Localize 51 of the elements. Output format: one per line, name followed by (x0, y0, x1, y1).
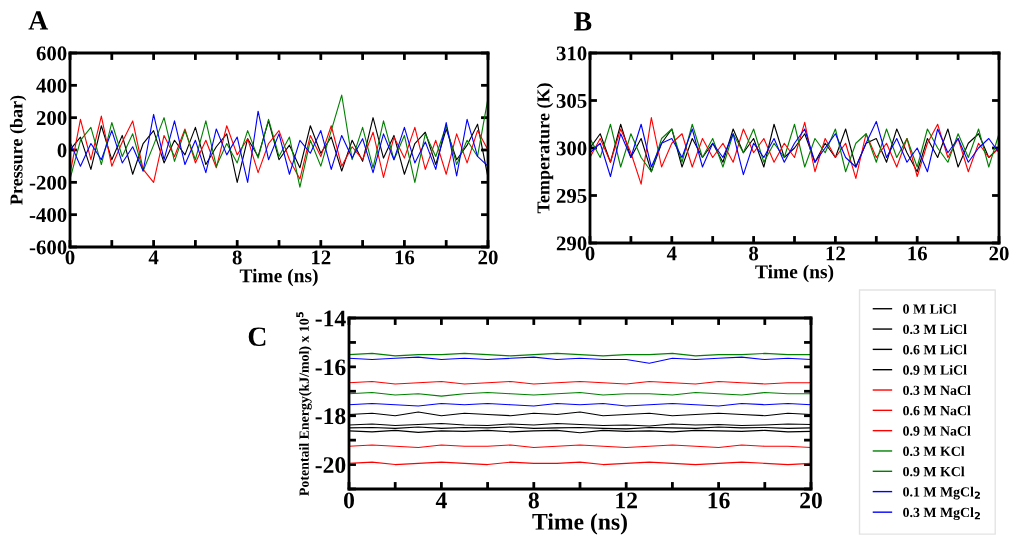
y-tick-label: -400 (29, 208, 67, 223)
legend-label: 0.3 M LiCl (903, 324, 967, 335)
legend-label: 0.3 M KCl (903, 446, 965, 457)
y-tick-label: -200 (29, 175, 67, 190)
y-tick-label: 200 (36, 111, 67, 126)
y-tick-label: 0 (57, 143, 67, 158)
y-axis-title: Temperature (K) (536, 83, 554, 214)
legend-label: 0.9 M NaCl (903, 425, 971, 436)
legend-label: 0 M LiCl (903, 303, 957, 314)
legend-label: 0.9 M LiCl (903, 364, 967, 375)
y-tick-label: -14 (315, 310, 346, 327)
x-tick-label: 4 (435, 492, 447, 509)
x-tick-label: 8 (232, 250, 242, 265)
x-axis-title: Time (ns) (532, 513, 627, 535)
y-tick-label: -20 (315, 457, 346, 473)
y-tick-label: -600 (29, 240, 67, 255)
legend-label: 0.9 M KCl (903, 466, 965, 477)
y-tick-label: -18 (315, 408, 346, 425)
x-tick-label: 20 (989, 246, 1009, 261)
x-axis-title: Time (ns) (239, 268, 318, 287)
y-tick-label: 310 (556, 46, 587, 61)
legend-label: 0.3 M NaCl (903, 385, 971, 396)
text: A (28, 11, 49, 30)
y-tick-label: 290 (556, 236, 587, 251)
x-tick-label: 4 (148, 250, 159, 265)
x-tick-label: 12 (312, 250, 331, 265)
y-tick-label: 295 (556, 188, 587, 203)
x-tick-label: 16 (395, 250, 415, 265)
x-tick-label: 20 (800, 492, 822, 509)
legend-label: 0.6 M NaCl (903, 405, 971, 416)
y-tick-label: 305 (556, 93, 587, 108)
legend-label: 0.3 M MgCl$_{2}$ (903, 507, 980, 521)
y-tick-label: 400 (36, 78, 67, 93)
y-axis-title: Potentail Energy(kJ/mol) x 10$^{5}$ (296, 312, 312, 496)
x-tick-label: 8 (749, 246, 759, 261)
text: B (574, 12, 592, 31)
y-tick-label: -16 (315, 359, 346, 376)
x-tick-label: 16 (908, 246, 928, 261)
y-tick-label: 300 (556, 141, 587, 156)
x-tick-label: 8 (528, 492, 539, 509)
y-tick-label: 600 (36, 46, 67, 61)
x-axis-title: Time (ns) (755, 264, 834, 283)
x-tick-label: 4 (666, 246, 677, 261)
y-axis-title: Pressure (bar) (9, 95, 27, 205)
legend-label: 0.6 M LiCl (903, 344, 967, 355)
x-tick-label: 20 (478, 250, 498, 265)
x-tick-label: 12 (826, 246, 845, 261)
x-tick-label: 12 (616, 492, 637, 509)
text: C (248, 327, 266, 347)
legend-label: 0.1 M MgCl$_{2}$ (903, 486, 980, 500)
x-tick-label: 16 (708, 492, 730, 509)
